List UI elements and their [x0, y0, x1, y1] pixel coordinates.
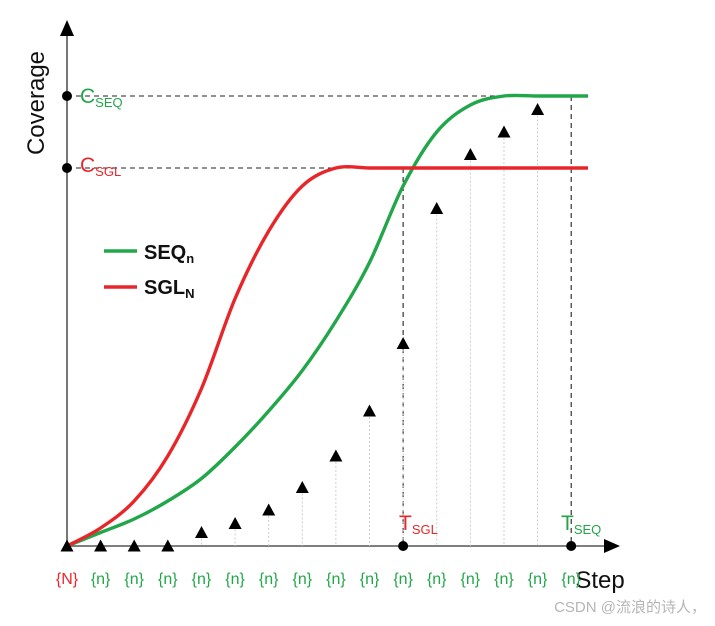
- series-curves: [66, 93, 588, 548]
- x-tick-label: {n}: [91, 571, 111, 588]
- t-seq-label: TSEQ: [561, 512, 601, 537]
- step-marker: [228, 517, 242, 529]
- x-tick-label: {n}: [528, 571, 548, 588]
- x-tick-label: {n}: [124, 571, 144, 588]
- y-axis-title: Coverage: [23, 51, 50, 155]
- c-seq-label: CSEQ: [80, 85, 123, 110]
- x-tick-label: {n}: [494, 571, 514, 588]
- step-marker: [497, 125, 511, 138]
- t-sgl-main: T: [399, 512, 412, 535]
- legend-sgl-sub: N: [185, 286, 194, 301]
- x-tick-label: {n}: [158, 571, 178, 588]
- step-marker: [430, 202, 444, 214]
- ref-dot-t-sgl: [398, 541, 409, 551]
- c-sgl-main: C: [80, 154, 95, 177]
- step-marker: [262, 503, 276, 516]
- ref-dot-t-seq: [566, 541, 577, 551]
- step-marker: [195, 526, 208, 538]
- legend: SEQn SGLN: [104, 242, 195, 301]
- x-axis-title: Step: [575, 567, 624, 594]
- ref-dot-c-seq: [62, 91, 72, 101]
- marker-drop-lines: [201, 115, 539, 546]
- series-line-sgl: [66, 164, 588, 548]
- step-marker: [60, 539, 74, 552]
- step-marker: [531, 103, 545, 115]
- c-seq-sub: SEQ: [95, 95, 122, 110]
- step-marker: [295, 481, 309, 493]
- c-sgl-sub: SGL: [95, 164, 121, 179]
- x-tick-label: {n}: [326, 571, 346, 588]
- t-seq-main: T: [561, 512, 574, 535]
- x-tick-label: {N}: [56, 571, 79, 588]
- step-marker: [363, 404, 376, 417]
- legend-sgl-main: SGL: [144, 277, 185, 299]
- x-tick-label: {n}: [292, 571, 312, 588]
- x-tick-label: {n}: [393, 571, 413, 588]
- x-tick-label: {n}: [427, 571, 447, 588]
- legend-seq-main: SEQ: [144, 242, 186, 264]
- x-tick-label: {n}: [360, 571, 380, 588]
- ref-dot-c-sgl: [62, 163, 72, 173]
- legend-label-seq: SEQn: [144, 242, 194, 266]
- step-marker: [161, 539, 175, 552]
- y-axis-arrow: [60, 20, 74, 36]
- x-tick-label: {n}: [461, 571, 481, 588]
- x-tick-label: {n}: [192, 571, 212, 588]
- t-seq-sub: SEQ: [574, 522, 601, 537]
- x-tick-label: {n}: [259, 571, 279, 588]
- t-sgl-label: TSGL: [399, 512, 438, 537]
- legend-label-sgl: SGLN: [144, 277, 195, 301]
- step-marker: [94, 539, 108, 552]
- step-marker: [329, 449, 343, 462]
- x-tick-label: {n}: [561, 571, 581, 588]
- x-tick-labels: {N} {n} {n} {n} {n} {n} {n} {n} {n} {n} {n} {n} {n} {…: [56, 571, 582, 588]
- watermark: CSDN @流浪的诗人，: [554, 599, 706, 616]
- step-marker: [463, 148, 477, 160]
- x-tick-label: {n}: [225, 571, 245, 588]
- step-marker: [127, 539, 141, 552]
- guide-lines: [67, 95, 572, 546]
- step-markers: [60, 103, 545, 552]
- t-sgl-sub: SGL: [412, 522, 438, 537]
- legend-seq-sub: n: [186, 251, 194, 266]
- x-axis-arrow: [604, 539, 620, 553]
- step-marker: [396, 337, 410, 349]
- c-seq-main: C: [80, 85, 95, 108]
- c-sgl-label: CSGL: [80, 154, 121, 179]
- reference-dots: [62, 91, 577, 551]
- series-line-seq: [66, 93, 588, 548]
